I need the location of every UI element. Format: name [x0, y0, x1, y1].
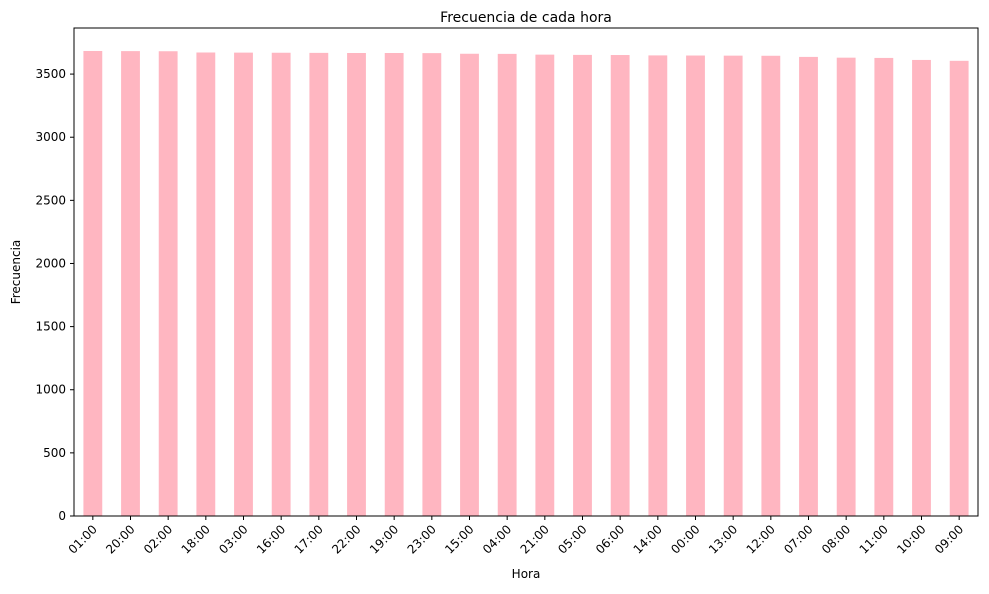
x-tick-label: 21:00 [518, 522, 552, 556]
x-tick-label: 02:00 [141, 522, 175, 556]
chart-title: Frecuencia de cada hora [440, 10, 612, 26]
y-tick-label: 2500 [35, 193, 66, 207]
x-tick-label: 17:00 [292, 522, 326, 556]
y-axis-ticks: 0 500 1000 1500 2000 2500 3000 3500 [35, 67, 74, 523]
bar-2000 [121, 51, 140, 516]
bar-0600 [610, 55, 630, 516]
bar-0100 [83, 50, 103, 517]
x-tick-label: 08:00 [819, 522, 853, 556]
bar-2300 [422, 53, 442, 516]
bar-2100 [535, 54, 555, 516]
x-tick-label: 18:00 [179, 522, 213, 556]
x-tick-label: 22:00 [329, 522, 363, 556]
x-tick-label: 12:00 [744, 522, 778, 556]
bar-1300 [723, 55, 743, 516]
x-tick-label: 07:00 [781, 522, 815, 556]
bar-0300 [234, 52, 253, 516]
y-tick-label: 2000 [35, 256, 66, 270]
x-tick-label: 20:00 [103, 522, 137, 556]
bar-2200 [347, 52, 366, 516]
bar-0500 [573, 54, 592, 516]
x-tick-label: 04:00 [480, 522, 514, 556]
y-tick-label: 0 [58, 509, 66, 523]
x-tick-label: 03:00 [216, 522, 250, 556]
x-tick-label: 05:00 [555, 522, 589, 556]
bar-0800 [836, 57, 856, 516]
x-tick-label: 23:00 [405, 522, 439, 556]
bar-0000 [686, 55, 705, 517]
x-tick-label: 01:00 [66, 522, 100, 556]
bar-1100 [874, 57, 894, 517]
x-tick-label: 19:00 [367, 522, 401, 556]
bar-0400 [497, 53, 517, 516]
bars-group [83, 50, 969, 517]
y-tick-label: 1000 [35, 383, 66, 397]
y-tick-label: 1500 [35, 320, 66, 334]
bar-0200 [158, 51, 178, 516]
y-tick-label: 3000 [35, 130, 66, 144]
x-tick-label: 13:00 [706, 522, 740, 556]
x-tick-label: 06:00 [593, 522, 627, 556]
x-tick-label: 14:00 [631, 522, 665, 556]
bar-1600 [271, 52, 291, 516]
x-tick-label: 00:00 [668, 522, 702, 556]
bar-0900 [949, 60, 969, 516]
bar-1900 [384, 52, 404, 516]
bar-0700 [799, 56, 818, 516]
bar-1800 [196, 52, 216, 517]
x-tick-label: 15:00 [442, 522, 476, 556]
x-axis-label: Hora [512, 567, 541, 581]
y-tick-label: 500 [43, 446, 66, 460]
bar-1200 [761, 55, 781, 516]
bar-1700 [309, 52, 329, 517]
y-tick-label: 3500 [35, 67, 66, 81]
x-tick-label: 09:00 [932, 522, 966, 556]
plot-frame [73, 27, 979, 517]
bar-1400 [648, 55, 668, 516]
x-tick-label: 16:00 [254, 522, 288, 556]
y-axis-label: Frecuencia [9, 240, 23, 305]
x-tick-label: 10:00 [894, 522, 928, 556]
x-tick-label: 11:00 [857, 522, 891, 556]
x-axis-ticks: 01:00 20:00 02:00 18:00 03:00 16:00 17:00 22:00… [66, 516, 966, 557]
bar-1000 [912, 59, 931, 516]
bar-1500 [460, 53, 479, 516]
